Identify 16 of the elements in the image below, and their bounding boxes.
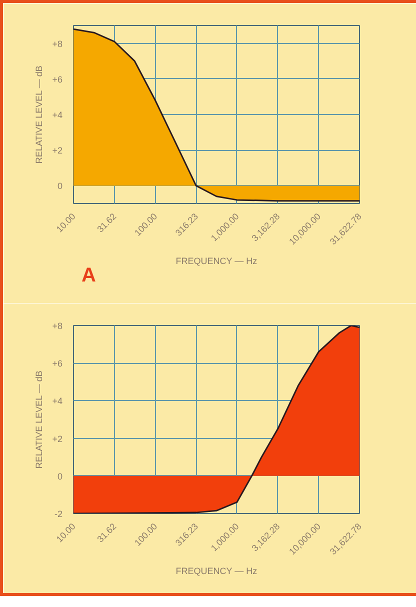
y-tick-label: 0: [57, 181, 63, 192]
x-axis-title: FREQUENCY — Hz: [176, 256, 258, 266]
y-tick-label: +8: [52, 321, 63, 331]
x-axis-title: FREQUENCY — Hz: [176, 566, 258, 576]
text: A: [82, 264, 96, 286]
y-tick-label: +4: [52, 110, 63, 120]
y-tick-label: +4: [52, 396, 63, 406]
y-tick-label: +6: [52, 358, 63, 369]
y-tick-label: +6: [52, 74, 63, 84]
y-tick-label: +2: [52, 434, 63, 444]
y-tick-label: 0: [57, 471, 63, 482]
y-tick-label: +8: [52, 38, 63, 49]
y-tick-label: -2: [54, 509, 63, 519]
y-tick-label: +2: [52, 146, 63, 156]
y-axis-title: RELATIVE LEVEL — dB: [34, 370, 44, 469]
y-axis-title: RELATIVE LEVEL — dB: [34, 66, 44, 164]
